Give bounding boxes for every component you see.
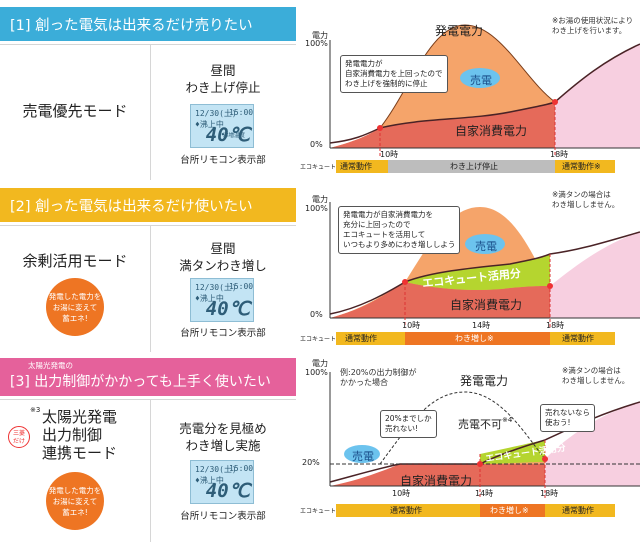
chart-output-control: 電力 100% 20% 例:20%の出力制御が かかった場合 発電電力 20%ま… — [300, 354, 640, 542]
schedule-action: 満タンわき増し — [150, 257, 296, 274]
tick-18: 18時 — [550, 149, 568, 160]
cross-point — [547, 283, 553, 289]
segment-label: 通常動作 — [562, 505, 594, 516]
y-100: 100% — [305, 204, 328, 213]
remote-caption: 台所リモコン表示部 — [150, 152, 296, 166]
schedule-action: わき増し実施 — [150, 437, 296, 454]
ecocute-label: エコキュート — [300, 506, 336, 515]
mode-line: 出力制御 — [42, 426, 117, 444]
generation-label: 発電電力 — [460, 372, 508, 389]
divider — [0, 399, 296, 400]
self-consumption-label: 自家消費電力 — [455, 122, 527, 139]
section-output-control: 太陽光発電の [3] 出力制御がかかっても上手く使いたい 三菱 だけ ※3 太陽… — [0, 354, 640, 542]
remote-temp: 40℃ — [206, 124, 250, 146]
remote-display: 12/30(土) 15:00 ♦沸上中 沸増温度 40℃ — [190, 104, 254, 148]
section-sell-priority: [1] 創った電気は出来るだけ売りたい 売電優先モード 昼間 わき上げ停止 12… — [0, 0, 640, 180]
sell-label: 売電 — [475, 238, 497, 254]
tick-10: 10時 — [402, 320, 420, 331]
remote-time: 15:00 — [229, 108, 253, 117]
y-100: 100% — [305, 39, 328, 48]
section-header: [2] 創った電気は出来るだけ使いたい — [0, 188, 296, 222]
mode-line: 連携モード — [42, 444, 117, 462]
remote-display: 12/30(土) 15:00 ♦沸上中 40℃ — [190, 278, 254, 322]
self-consumption-label: 自家消費電力 — [450, 296, 522, 313]
ecocute-label: エコキュート — [300, 162, 336, 171]
sell-label: 売電 — [352, 448, 374, 464]
cross-point — [377, 125, 383, 131]
remote-time: 15:00 — [229, 282, 253, 291]
mode-name: 太陽光発電 出力制御 連携モード — [42, 408, 117, 462]
schedule-label: 昼間 満タンわき増し — [150, 240, 296, 274]
section-surplus-use: [2] 創った電気は出来るだけ使いたい 余剰活用モード 発電した電力を お湯に変… — [0, 182, 640, 352]
section-subtitle: 太陽光発電の — [10, 360, 296, 371]
y-0: 0% — [310, 310, 323, 319]
schedule-action: 売電分を見極め — [150, 420, 296, 437]
remote-temp: 40℃ — [206, 298, 250, 320]
mitsubishi-only-badge: 三菱 だけ — [8, 426, 30, 448]
sell-label: 売電 — [470, 72, 492, 88]
cross-point — [402, 279, 408, 285]
eco-badge: 発電した電力を お湯に変えて 蓄エネ! — [46, 278, 104, 336]
schedule-time: 昼間 — [150, 62, 296, 79]
remote-caption: 台所リモコン表示部 — [150, 325, 296, 339]
section-header: 太陽光発電の [3] 出力制御がかかっても上手く使いたい — [0, 358, 296, 396]
tick-18: 18時 — [546, 320, 564, 331]
tick-10: 10時 — [392, 488, 410, 499]
segment-label: 通常動作※ — [562, 161, 601, 172]
schedule-label: 昼間 わき上げ停止 — [150, 62, 296, 96]
remote-temp: 40℃ — [206, 480, 250, 502]
section-header: [1] 創った電気は出来るだけ売りたい — [0, 7, 296, 41]
tick-10: 10時 — [380, 149, 398, 160]
segment-label: 通常動作 — [390, 505, 422, 516]
chart-surplus-use: 電力 100% 0% 売電 エコキュート活用分 自家消費電力 発電電力が自家消費… — [300, 182, 640, 352]
no-sell-label: 売電不可※4 — [458, 416, 512, 432]
footnote: ※お湯の使用状況により わき上げを行います。 — [552, 16, 633, 36]
self-consumption-label: 自家消費電力 — [400, 472, 472, 489]
no-sell-ref: ※4 — [502, 416, 512, 424]
cross-point — [477, 461, 483, 467]
cross-point — [552, 99, 558, 105]
schedule-action: わき上げ停止 — [150, 79, 296, 96]
footnote: ※満タンの場合は わき増ししません。 — [562, 366, 629, 386]
tick-14: 14時 — [475, 488, 493, 499]
y-20: 20% — [302, 458, 320, 467]
ecocute-label: エコキュート — [300, 334, 336, 343]
no-sell-text: 売電不可 — [458, 418, 502, 431]
segment-label: わき上げ停止 — [450, 161, 498, 172]
generation-label: 発電電力 — [435, 22, 483, 39]
y-100: 100% — [305, 368, 328, 377]
section-title: [1] 創った電気は出来るだけ売りたい — [10, 14, 253, 35]
chart-sell-priority: 電力 100% 0% 発電電力 売電 自家消費電力 発電電力が 自家消費電力を上… — [300, 0, 640, 180]
eco-badge: 発電した電力を お湯に変えて 蓄エネ! — [46, 472, 104, 530]
segment-label: 通常動作 — [345, 333, 377, 344]
segment-label: 通常動作 — [562, 333, 594, 344]
tick-18: 18時 — [540, 488, 558, 499]
schedule-time: 昼間 — [150, 240, 296, 257]
example-note: 例:20%の出力制御が かかった場合 — [340, 368, 416, 388]
y-0: 0% — [310, 140, 323, 149]
footnote-ref: ※3 — [30, 406, 40, 414]
divider — [0, 225, 296, 226]
footnote: ※満タンの場合は わき増ししません。 — [552, 190, 619, 210]
callout: 売れないなら 使おう! — [540, 404, 595, 432]
callout: 20%までしか 売れない! — [380, 410, 437, 438]
divider — [0, 44, 296, 45]
callout: 発電電力が 自家消費電力を上回ったので わき上げを強制的に停止 — [340, 55, 448, 93]
callout: 発電電力が自家消費電力を 充分に上回ったので エコキュートを活用して いつもより… — [338, 206, 460, 254]
remote-caption: 台所リモコン表示部 — [150, 508, 296, 522]
schedule-label: 売電分を見極め わき増し実施 — [150, 420, 296, 454]
mode-name: 売電優先モード — [0, 100, 150, 121]
remote-time: 15:00 — [229, 464, 253, 473]
segment-label: 通常動作 — [340, 161, 372, 172]
mode-name: 余剰活用モード — [0, 250, 150, 271]
tick-14: 14時 — [472, 320, 490, 331]
mode-line: 太陽光発電 — [42, 408, 117, 426]
section-title: [2] 創った電気は出来るだけ使いたい — [10, 195, 253, 216]
cross-point — [542, 456, 548, 462]
segment-label: わき増し※ — [490, 505, 529, 516]
remote-display: 12/30(土) 15:00 ♦沸上中 40℃ — [190, 460, 254, 504]
segment-label: わき増し※ — [455, 333, 494, 344]
section-title: [3] 出力制御がかかっても上手く使いたい — [10, 371, 296, 391]
